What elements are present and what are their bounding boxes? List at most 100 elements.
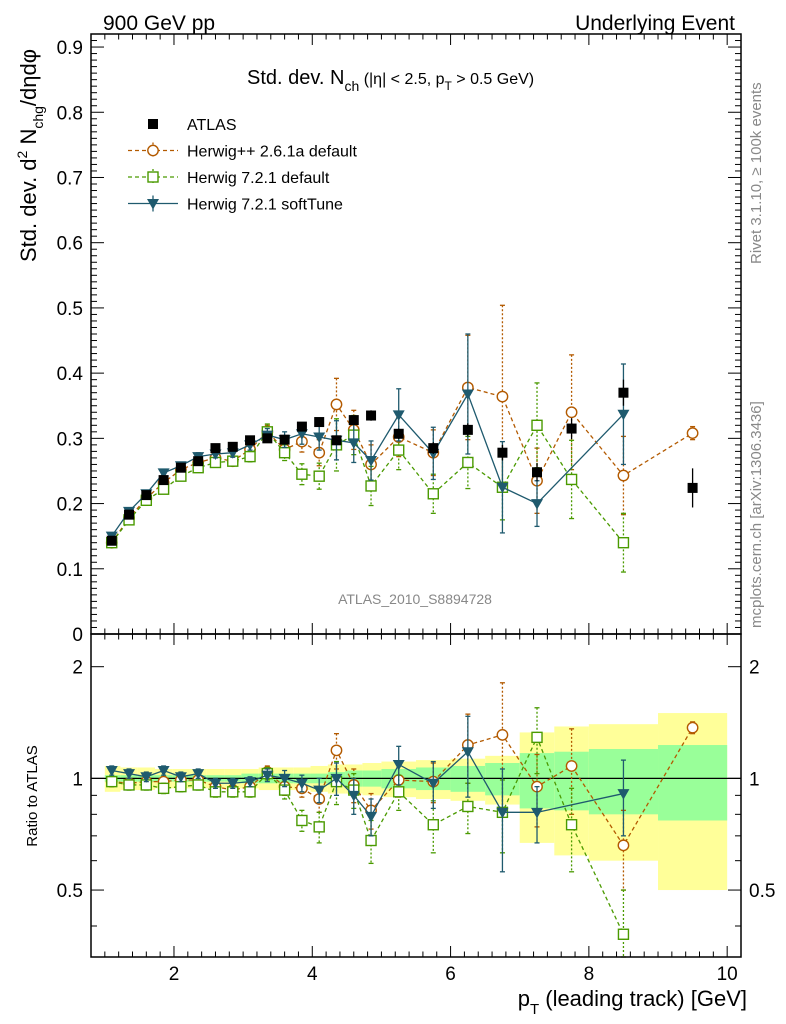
rivet-version-label: Rivet 3.1.10, ≥ 100k events [748, 82, 765, 264]
data-point-herwig-7-2-1-softtune [496, 807, 509, 819]
data-point-atlas [462, 424, 473, 435]
data-point-herwig-2-6-1a-default [617, 839, 630, 852]
series-line-herwig-7-2-1-softtune [111, 750, 624, 818]
data-point-herwig-7-2-1-default [244, 450, 256, 463]
data-point-atlas [366, 410, 377, 421]
data-point-herwig-7-2-1-default [427, 819, 439, 831]
ratio-y-tick-label: 1 [72, 769, 83, 790]
data-point-herwig-7-2-1-default [427, 488, 439, 500]
analysis-id-watermark: ATLAS_2010_S8894728 [338, 591, 492, 607]
data-point-herwig-7-2-1-default [313, 470, 325, 482]
data-point-herwig-7-2-1-default [313, 821, 325, 833]
data-point-atlas [124, 509, 135, 520]
data-point-atlas [618, 387, 629, 398]
data-point-herwig-7-2-1-default [175, 780, 187, 793]
data-point-herwig-2-6-1a-default [617, 469, 630, 482]
data-point-herwig-7-2-1-default [106, 775, 118, 788]
data-point-atlas [687, 482, 698, 493]
data-point-herwig-7-2-1-softtune [157, 468, 170, 479]
data-point-herwig-2-6-1a-default [686, 427, 699, 440]
data-point-herwig-7-2-1-default [244, 786, 256, 798]
y-tick-label: 0.3 [57, 429, 83, 450]
data-point-herwig-2-6-1a-default [565, 760, 578, 772]
mcplots-reference-label: mcplots.cern.ch [arXiv:1306.3436] [748, 401, 765, 628]
data-point-herwig-7-2-1-softtune [427, 778, 440, 790]
data-point-herwig-7-2-1-softtune [496, 482, 509, 494]
data-point-atlas [262, 433, 273, 444]
data-point-herwig-2-6-1a-default [686, 721, 699, 734]
data-point-herwig-7-2-1-softtune [278, 773, 291, 785]
legend-marker-atlas [148, 119, 158, 129]
data-point-atlas [566, 423, 577, 434]
data-point-atlas [314, 417, 325, 428]
data-point-herwig-7-2-1-softtune [461, 389, 474, 400]
legend-marker-herwig-7-2-1-softtune [147, 199, 159, 210]
data-point-herwig-7-2-1-default [531, 731, 543, 744]
data-point-herwig-7-2-1-softtune [330, 773, 343, 785]
data-point-atlas [175, 462, 186, 473]
ratio-y-axis-label: Ratio to ATLAS [24, 745, 41, 846]
x-tick-label: 4 [307, 964, 318, 985]
data-point-herwig-7-2-1-softtune [531, 499, 544, 510]
x-tick-label: 10 [717, 964, 738, 985]
ratio-y-tick-label: 0.5 [57, 881, 83, 902]
data-point-atlas [141, 490, 152, 501]
data-point-herwig-7-2-1-softtune [261, 770, 274, 782]
series-line-herwig-7-2-1-softtune [111, 392, 624, 537]
data-point-herwig-2-6-1a-default [330, 744, 343, 757]
data-point-herwig-7-2-1-default [365, 480, 377, 492]
ratio-y-tick-label-right: 2 [749, 658, 760, 679]
data-point-atlas [193, 456, 204, 467]
data-point-atlas [210, 443, 221, 454]
data-point-atlas [245, 435, 256, 446]
data-point-atlas [532, 467, 543, 478]
data-point-herwig-7-2-1-softtune [157, 766, 170, 777]
y-tick-label: 0.7 [57, 168, 83, 189]
ratio-y-tick-label-right: 1 [749, 769, 760, 790]
y-tick-label: 0.8 [57, 103, 83, 124]
data-point-herwig-2-6-1a-default [330, 398, 343, 411]
data-point-herwig-7-2-1-softtune [295, 778, 308, 790]
data-point-herwig-7-2-1-softtune [347, 790, 360, 802]
data-point-herwig-7-2-1-softtune [347, 438, 360, 449]
data-point-herwig-7-2-1-default [393, 444, 405, 456]
data-point-herwig-7-2-1-softtune [617, 409, 630, 421]
data-point-atlas [279, 434, 290, 445]
data-point-atlas [393, 428, 404, 439]
data-point-herwig-2-6-1a-default [496, 390, 509, 403]
data-point-herwig-7-2-1-softtune [226, 778, 239, 790]
data-point-herwig-7-2-1-default [462, 800, 474, 813]
series-line-herwig-2-6-1a-default [111, 386, 693, 544]
main-y-axis-label: Std. dev. d2 Nchg/dηdφ [14, 49, 46, 262]
data-point-herwig-7-2-1-softtune [531, 807, 544, 819]
x-tick-label: 2 [169, 964, 180, 985]
legend-label-atlas: ATLAS [187, 117, 237, 134]
data-point-herwig-7-2-1-default [462, 456, 474, 469]
data-point-herwig-7-2-1-softtune [392, 759, 405, 771]
data-point-herwig-7-2-1-softtune [313, 785, 326, 797]
data-point-herwig-7-2-1-softtune [123, 769, 136, 780]
y-tick-label: 0.9 [57, 38, 83, 59]
data-point-herwig-7-2-1-softtune [105, 766, 118, 777]
data-point-herwig-7-2-1-softtune [392, 410, 405, 421]
data-point-herwig-7-2-1-softtune [365, 811, 378, 823]
data-point-atlas [296, 421, 307, 432]
x-axis-label: pT (leading track) [GeV] [518, 986, 747, 1018]
y-tick-label: 0 [72, 625, 83, 646]
legend-marker-herwig-7-2-1-default [147, 171, 159, 183]
y-tick-label: 0.4 [57, 364, 84, 385]
data-point-herwig-7-2-1-default [157, 483, 170, 495]
data-point-atlas [158, 475, 169, 486]
header-left: 900 GeV pp [103, 12, 215, 35]
data-point-herwig-7-2-1-softtune [140, 772, 153, 783]
plot-title: Std. dev. Nch (|η| < 2.5, pT > 0.5 GeV) [247, 67, 534, 94]
data-point-herwig-7-2-1-softtune [461, 747, 474, 758]
data-point-atlas [497, 447, 508, 458]
main-panel: 0 0.1 0.2 0.3 0.4 0.5 0.6 0.7 0.8 0.9 [57, 33, 742, 646]
y-tick-label: 0.5 [57, 299, 83, 320]
ratio-panel: 2 4 6 8 10 0.5 0.5 1 1 2 2 [57, 623, 775, 985]
data-point-herwig-7-2-1-default [296, 814, 308, 827]
data-point-atlas [428, 443, 439, 454]
data-point-atlas [106, 535, 117, 546]
